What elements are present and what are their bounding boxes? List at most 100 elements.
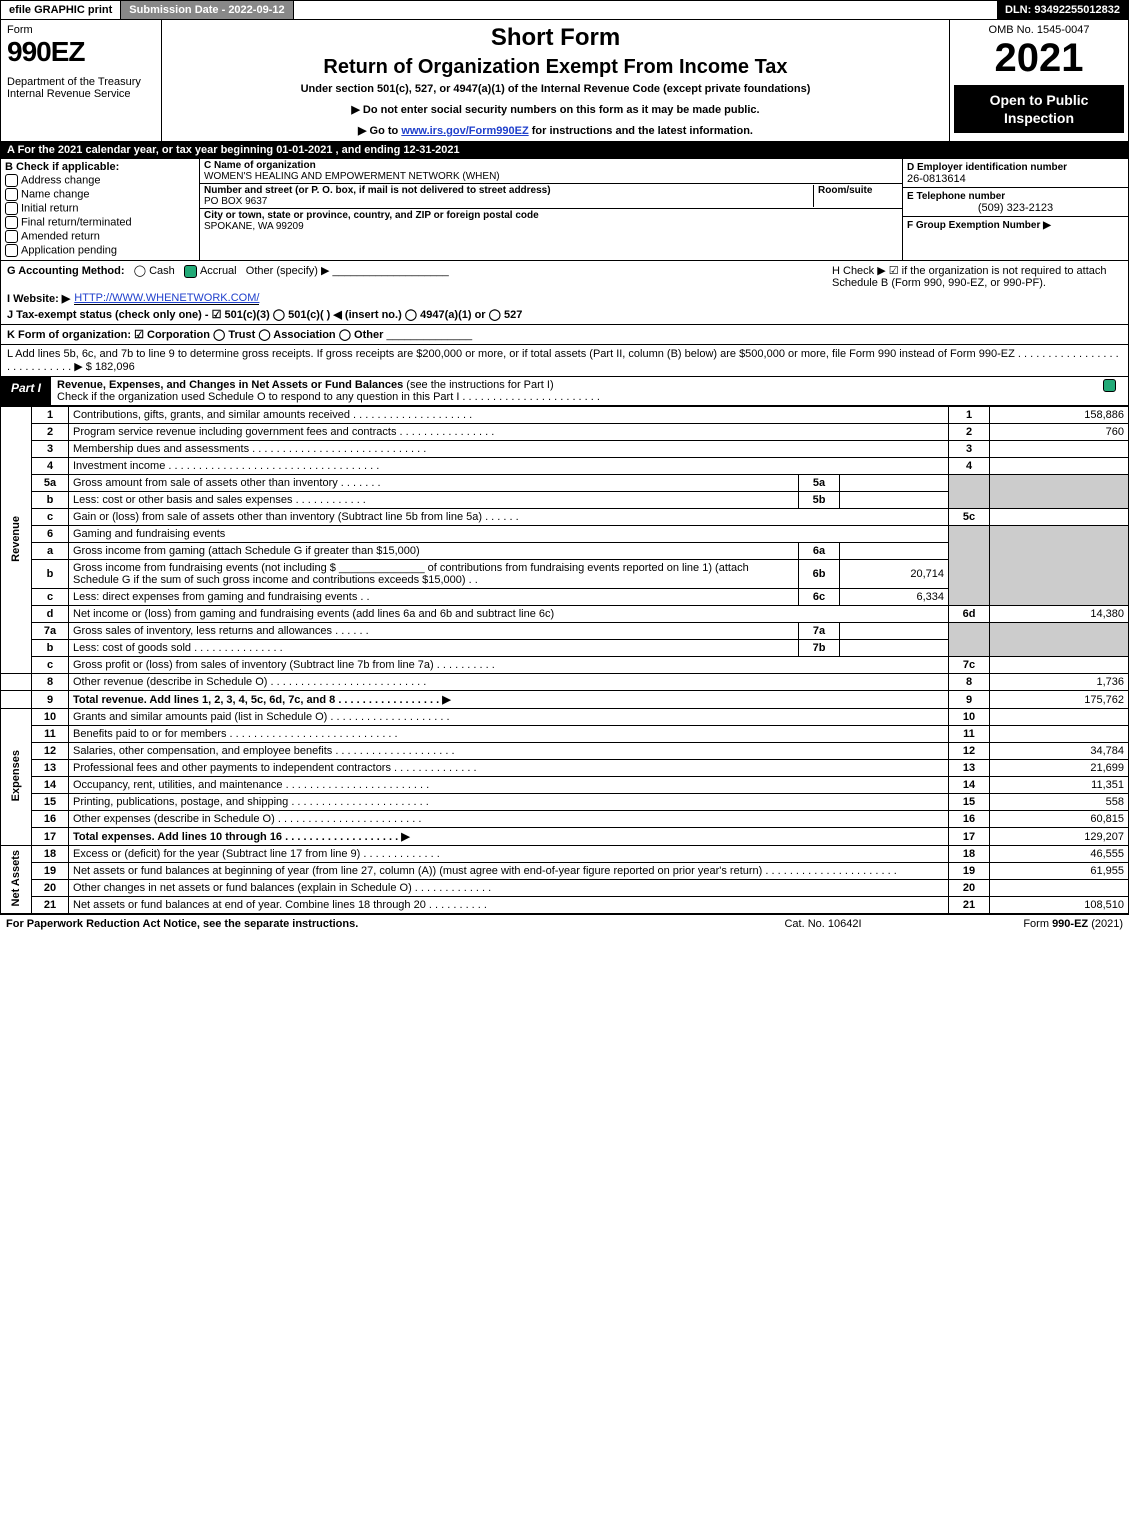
line6-no: 6: [32, 526, 69, 543]
check-name-change[interactable]: Name change: [5, 188, 195, 201]
row-k: K Form of organization: ☑ Corporation ◯ …: [0, 325, 1129, 345]
line3-no: 3: [32, 441, 69, 458]
line16-no: 16: [32, 811, 69, 828]
line1-val: 158,886: [990, 407, 1129, 424]
org-address: PO BOX 9637: [204, 196, 267, 207]
line12-desc: Salaries, other compensation, and employ…: [69, 743, 949, 760]
city-label: City or town, state or province, country…: [204, 210, 539, 221]
line14-desc: Occupancy, rent, utilities, and maintena…: [69, 777, 949, 794]
line11-val: [990, 726, 1129, 743]
row-a-tax-year: A For the 2021 calendar year, or tax yea…: [0, 142, 1129, 159]
line18-val: 46,555: [990, 846, 1129, 863]
line6c-desc: Less: direct expenses from gaming and fu…: [69, 589, 799, 606]
website-url[interactable]: HTTP://WWW.WHENETWORK.COM/: [74, 292, 259, 305]
line16-desc: Other expenses (describe in Schedule O) …: [69, 811, 949, 828]
line2-desc: Program service revenue including govern…: [69, 424, 949, 441]
line4-no: 4: [32, 458, 69, 475]
line3-num: 3: [949, 441, 990, 458]
check-app-pending[interactable]: Application pending: [5, 244, 195, 257]
line7b-no: b: [32, 640, 69, 657]
line6-desc: Gaming and fundraising events: [69, 526, 949, 543]
line1-no: 1: [32, 407, 69, 424]
check-initial-return[interactable]: Initial return: [5, 202, 195, 215]
line12-no: 12: [32, 743, 69, 760]
line5a-midnum: 5a: [799, 475, 840, 492]
h-text: H Check ▶ ☑ if the organization is not r…: [824, 264, 1122, 289]
col-def: D Employer identification number 26-0813…: [903, 159, 1128, 260]
line6d-val: 14,380: [990, 606, 1129, 623]
line9-val: 175,762: [990, 691, 1129, 709]
line19-val: 61,955: [990, 863, 1129, 880]
g-accrual[interactable]: Accrual: [200, 265, 237, 277]
line4-val: [990, 458, 1129, 475]
line8-num: 8: [949, 674, 990, 691]
row-j: J Tax-exempt status (check only one) - ☑…: [1, 308, 1128, 324]
k-text: K Form of organization: ☑ Corporation ◯ …: [7, 329, 383, 341]
line6b-no: b: [32, 560, 69, 589]
g-cash[interactable]: Cash: [149, 265, 175, 277]
topbar-spacer: [294, 1, 997, 19]
line14-num: 14: [949, 777, 990, 794]
line2-no: 2: [32, 424, 69, 441]
line7ab-rval-gray: [990, 623, 1129, 657]
check-final-return[interactable]: Final return/terminated: [5, 216, 195, 229]
rot-rev-end: [1, 674, 32, 691]
line7c-no: c: [32, 657, 69, 674]
line7a-midnum: 7a: [799, 623, 840, 640]
row-l: L Add lines 5b, 6c, and 7b to line 9 to …: [0, 345, 1129, 377]
rot-rev-end2: [1, 691, 32, 709]
irs-link[interactable]: www.irs.gov/Form990EZ: [401, 125, 528, 137]
line6b-midval: 20,714: [840, 560, 949, 589]
line8-no: 8: [32, 674, 69, 691]
line15-desc: Printing, publications, postage, and shi…: [69, 794, 949, 811]
line7a-desc: Gross sales of inventory, less returns a…: [69, 623, 799, 640]
line7a-no: 7a: [32, 623, 69, 640]
line5c-no: c: [32, 509, 69, 526]
line21-num: 21: [949, 897, 990, 914]
line11-no: 11: [32, 726, 69, 743]
line6c-no: c: [32, 589, 69, 606]
e-label: E Telephone number: [907, 191, 1005, 202]
l-text: L Add lines 5b, 6c, and 7b to line 9 to …: [7, 348, 1119, 373]
irs-label: Internal Revenue Service: [7, 88, 155, 100]
line17-val: 129,207: [990, 828, 1129, 846]
open-public-inspection: Open to Public Inspection: [954, 85, 1124, 133]
line9-num: 9: [949, 691, 990, 709]
line5c-desc: Gain or (loss) from sale of assets other…: [69, 509, 949, 526]
line20-no: 20: [32, 880, 69, 897]
line5c-num: 5c: [949, 509, 990, 526]
g-other[interactable]: Other (specify) ▶: [246, 265, 330, 277]
part1-checkline: Check if the organization used Schedule …: [57, 391, 600, 403]
check-address-change[interactable]: Address change: [5, 174, 195, 187]
check-amended[interactable]: Amended return: [5, 230, 195, 243]
j-text: J Tax-exempt status (check only one) - ☑…: [7, 308, 522, 321]
b-header: B Check if applicable:: [5, 161, 119, 173]
line16-num: 16: [949, 811, 990, 828]
line20-val: [990, 880, 1129, 897]
col-c-org-info: C Name of organization WOMEN'S HEALING A…: [200, 159, 903, 260]
line5b-midval: [840, 492, 949, 509]
line6d-num: 6d: [949, 606, 990, 623]
line6a-midnum: 6a: [799, 543, 840, 560]
dept-treasury: Department of the Treasury: [7, 76, 155, 88]
line20-num: 20: [949, 880, 990, 897]
line7b-midval: [840, 640, 949, 657]
line6abc-rnum-gray: [949, 526, 990, 606]
section-ghij: G Accounting Method: ◯ Cash Accrual Othe…: [0, 261, 1129, 325]
part1-checkbox[interactable]: [1094, 377, 1128, 405]
line5b-midnum: 5b: [799, 492, 840, 509]
line10-val: [990, 709, 1129, 726]
line19-no: 19: [32, 863, 69, 880]
line6a-desc: Gross income from gaming (attach Schedul…: [69, 543, 799, 560]
line7c-val: [990, 657, 1129, 674]
form-number: 990EZ: [7, 36, 155, 68]
addr-label: Number and street (or P. O. box, if mail…: [204, 185, 551, 196]
line15-num: 15: [949, 794, 990, 811]
line5b-desc: Less: cost or other basis and sales expe…: [69, 492, 799, 509]
submission-date: Submission Date - 2022-09-12: [121, 1, 293, 19]
line13-no: 13: [32, 760, 69, 777]
line5ab-rnum-gray: [949, 475, 990, 509]
efile-label[interactable]: efile GRAPHIC print: [1, 1, 121, 19]
line6b-desc: Gross income from fundraising events (no…: [69, 560, 799, 589]
short-form-title: Short Form: [168, 24, 943, 52]
